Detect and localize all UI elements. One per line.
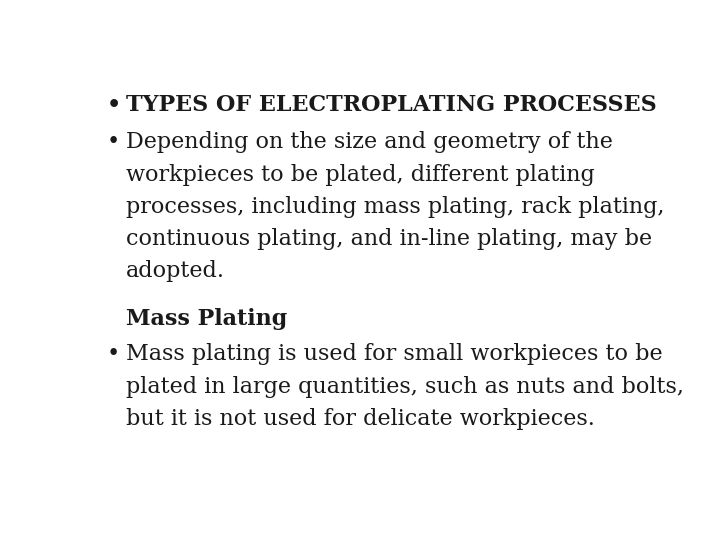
Text: •: • (107, 94, 121, 116)
Text: TYPES OF ELECTROPLATING PROCESSES: TYPES OF ELECTROPLATING PROCESSES (126, 94, 657, 116)
Text: •: • (107, 343, 120, 366)
Text: •: • (107, 131, 120, 153)
Text: Depending on the size and geometry of the
workpieces to be plated, different pla: Depending on the size and geometry of th… (126, 131, 665, 282)
Text: Mass plating is used for small workpieces to be
plated in large quantities, such: Mass plating is used for small workpiece… (126, 343, 684, 430)
Text: Mass Plating: Mass Plating (126, 308, 287, 330)
